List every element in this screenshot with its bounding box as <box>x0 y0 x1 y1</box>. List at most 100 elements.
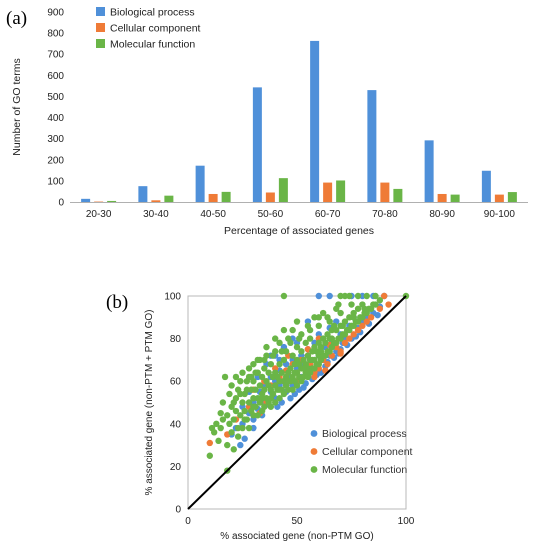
y-tick-label: 0 <box>175 505 181 516</box>
point-molecular-function <box>224 412 231 419</box>
point-molecular-function <box>267 403 275 410</box>
legend-swatch-biological-process <box>96 7 105 16</box>
point-molecular-function <box>306 326 314 334</box>
point-cellular-component <box>367 314 375 321</box>
y-tick-label: 20 <box>170 462 182 473</box>
y-tick-label: 100 <box>164 292 181 303</box>
point-cellular-component <box>376 305 384 312</box>
bar-cellular-component <box>437 193 447 202</box>
point-molecular-function <box>287 365 294 372</box>
legend-label-molecular-function: Molecular function <box>110 39 195 51</box>
point-cellular-component <box>354 326 362 334</box>
point-molecular-function <box>285 378 292 385</box>
point-molecular-function <box>219 399 227 406</box>
point-molecular-function <box>234 424 242 432</box>
bar-chart: 0 100 200 300 400 500 600 700 800 900 20-30 30-40 4… <box>11 7 528 237</box>
point-molecular-function <box>372 301 379 308</box>
point-cellular-component <box>346 335 353 342</box>
point-molecular-function <box>267 360 275 368</box>
x-tick-label: 50-60 <box>258 209 284 220</box>
scatter-legend: Biological process Cellular component Mole… <box>310 428 413 476</box>
point-molecular-function <box>230 416 237 423</box>
point-molecular-function <box>232 407 240 415</box>
x-tick-label: 90-100 <box>484 209 516 220</box>
point-molecular-function <box>300 365 307 372</box>
point-molecular-function <box>256 382 264 389</box>
point-molecular-function <box>346 292 353 300</box>
point-molecular-function <box>319 309 327 317</box>
point-molecular-function <box>354 305 362 312</box>
point-molecular-function <box>226 420 233 427</box>
point-molecular-function <box>254 412 261 419</box>
point-molecular-function <box>210 429 218 436</box>
bar-molecular-function <box>507 192 517 202</box>
point-molecular-function <box>289 386 296 393</box>
y-tick-label: 400 <box>47 113 64 124</box>
point-molecular-function <box>250 403 257 410</box>
point-molecular-function <box>272 335 279 342</box>
point-molecular-function <box>254 356 261 364</box>
y-tick-label: 200 <box>47 155 64 166</box>
x-tick-label: 0 <box>185 516 191 527</box>
legend-swatch-molecular-function <box>96 39 105 48</box>
point-molecular-function <box>333 326 340 334</box>
legend-label-biological-process: Biological process <box>322 428 407 440</box>
point-molecular-function <box>295 335 303 342</box>
point-cellular-component <box>341 339 349 347</box>
bar-chart-x-ticks: 20-30 30-40 40-50 50-60 60-70 70-80 80-90 90-10… <box>86 209 516 220</box>
bar-molecular-function <box>393 188 403 202</box>
point-molecular-function <box>215 437 222 445</box>
bar-cellular-component <box>208 193 218 202</box>
y-tick-label: 900 <box>47 8 64 19</box>
point-molecular-function <box>224 441 231 449</box>
scatter-x-ticks: 0 50 100 <box>185 516 415 527</box>
point-molecular-function <box>324 314 331 321</box>
legend-label-biological-process: Biological process <box>110 7 195 19</box>
legend-marker-cellular-component <box>310 448 318 455</box>
panel-b-label: (b) <box>106 292 128 313</box>
point-molecular-function <box>239 399 246 406</box>
x-tick-label: 70-80 <box>372 209 398 220</box>
point-molecular-function <box>219 416 227 423</box>
point-molecular-function <box>302 339 309 347</box>
point-molecular-function <box>217 424 224 432</box>
point-molecular-function <box>350 314 357 321</box>
bar-biological-process <box>481 170 491 202</box>
bar-biological-process <box>252 87 262 202</box>
x-tick-label: 30-40 <box>143 209 169 220</box>
x-tick-label: 40-50 <box>200 209 226 220</box>
point-cellular-component <box>324 360 331 368</box>
point-molecular-function <box>261 356 268 364</box>
point-molecular-function <box>237 390 244 398</box>
bar-chart-bars <box>81 40 517 202</box>
point-molecular-function <box>252 369 259 376</box>
point-molecular-function <box>265 369 272 376</box>
point-molecular-function <box>252 386 259 393</box>
point-cellular-component <box>359 322 366 330</box>
point-molecular-function <box>237 378 244 385</box>
y-tick-label: 300 <box>47 134 64 145</box>
point-cellular-component <box>381 292 388 300</box>
bar-biological-process <box>424 140 434 202</box>
scatter-chart: 0 20 40 60 80 100 0 50 100 % associated gene (n… <box>144 292 415 543</box>
point-molecular-function <box>278 348 285 355</box>
bar-biological-process <box>367 90 377 202</box>
point-molecular-function <box>293 318 301 325</box>
point-molecular-function <box>306 335 314 342</box>
bar-chart-y-axis-title: Number of GO terms <box>11 58 23 155</box>
point-molecular-function <box>372 292 379 300</box>
point-molecular-function <box>245 399 253 406</box>
point-molecular-function <box>267 395 275 402</box>
bar-biological-process <box>195 165 205 202</box>
bar-biological-process <box>310 40 320 202</box>
point-molecular-function <box>278 369 285 376</box>
point-molecular-function <box>298 348 305 355</box>
point-molecular-function <box>354 292 362 300</box>
point-molecular-function <box>289 326 296 334</box>
point-molecular-function <box>206 452 213 459</box>
point-molecular-function <box>363 292 370 300</box>
bar-molecular-function <box>278 178 288 202</box>
scatter-points <box>206 292 410 474</box>
point-molecular-function <box>228 382 235 389</box>
